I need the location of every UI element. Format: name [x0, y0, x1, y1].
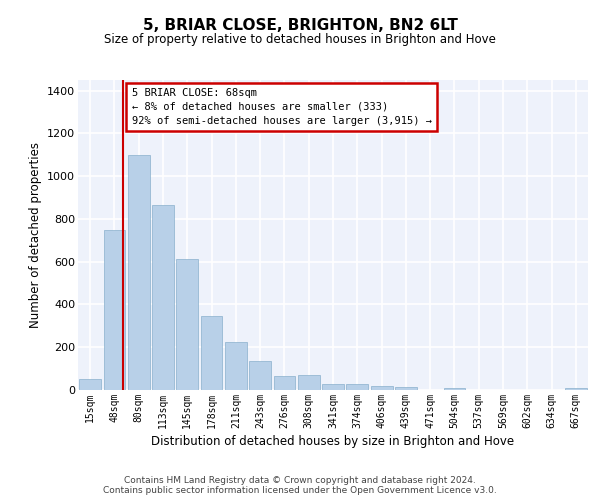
Bar	[274, 376, 295, 390]
Bar	[79, 380, 101, 390]
Bar	[565, 388, 587, 390]
Bar	[152, 205, 174, 390]
Bar	[128, 155, 149, 390]
Bar	[176, 258, 198, 390]
Text: 5 BRIAR CLOSE: 68sqm
← 8% of detached houses are smaller (333)
92% of semi-detac: 5 BRIAR CLOSE: 68sqm ← 8% of detached ho…	[131, 88, 431, 126]
Text: Contains HM Land Registry data © Crown copyright and database right 2024.: Contains HM Land Registry data © Crown c…	[124, 476, 476, 485]
Bar	[443, 388, 466, 390]
Text: Size of property relative to detached houses in Brighton and Hove: Size of property relative to detached ho…	[104, 32, 496, 46]
Bar	[395, 387, 417, 390]
Y-axis label: Number of detached properties: Number of detached properties	[29, 142, 41, 328]
Bar	[200, 316, 223, 390]
Bar	[322, 384, 344, 390]
Bar	[225, 342, 247, 390]
Text: Contains public sector information licensed under the Open Government Licence v3: Contains public sector information licen…	[103, 486, 497, 495]
Bar	[104, 230, 125, 390]
Bar	[346, 384, 368, 390]
Bar	[371, 386, 392, 390]
Text: Distribution of detached houses by size in Brighton and Hove: Distribution of detached houses by size …	[151, 435, 515, 448]
Bar	[249, 361, 271, 390]
Text: 5, BRIAR CLOSE, BRIGHTON, BN2 6LT: 5, BRIAR CLOSE, BRIGHTON, BN2 6LT	[143, 18, 457, 32]
Bar	[298, 375, 320, 390]
